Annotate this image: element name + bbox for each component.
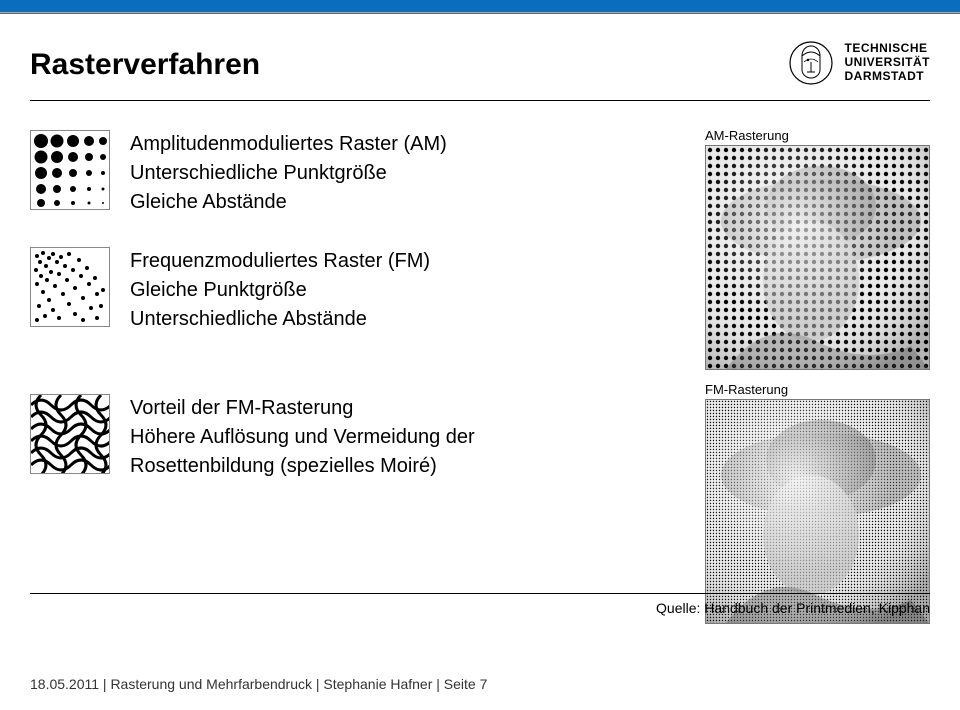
am-line-2: Unterschiedliche Punktgröße [130,159,447,188]
fm-text: Frequenzmoduliertes Raster (FM) Gleiche … [130,247,430,334]
adv-line-3: Rosettenbildung (spezielles Moiré) [130,452,475,481]
am-line-1: Amplitudenmoduliertes Raster (AM) [130,130,447,159]
fm-raster-image [705,399,930,624]
logo-line-3: DARMSTADT [844,70,930,84]
am-text: Amplitudenmoduliertes Raster (AM) Unters… [130,130,447,217]
fm-line-2: Gleiche Punktgröße [130,276,430,305]
fm-line-1: Frequenzmoduliertes Raster (FM) [130,247,430,276]
logo-line-2: UNIVERSITÄT [844,56,930,70]
athena-seal-icon [788,40,834,86]
title-rule [30,100,930,101]
university-logo: TECHNISCHE UNIVERSITÄT DARMSTADT [788,40,930,86]
slide-title: Rasterverfahren [30,48,260,82]
slide-footer: 18.05.2011 | Rasterung und Mehrfarbendru… [30,676,487,692]
adv-line-1: Vorteil der FM-Rasterung [130,394,475,423]
advantage-text: Vorteil der FM-Rasterung Höhere Auflösun… [130,394,475,481]
fm-dots-thumb [30,247,110,327]
source-citation: Quelle: Handbuch der Printmedien, Kippha… [656,600,930,616]
adv-line-2: Höhere Auflösung und Vermeidung der [130,423,475,452]
am-dots-thumb [30,130,110,210]
top-rule [0,12,960,14]
pattern-thumb [30,394,110,474]
fm-line-3: Unterschiedliche Abstände [130,305,430,334]
right-image-column: AM-Rasterung [705,128,930,636]
fm-image-label: FM-Rasterung [705,382,930,397]
am-line-3: Gleiche Abstände [130,188,447,217]
bottom-rule [30,593,930,594]
am-image-label: AM-Rasterung [705,128,930,143]
university-name: TECHNISCHE UNIVERSITÄT DARMSTADT [844,42,930,83]
top-accent-bar [0,0,960,12]
am-raster-image [705,145,930,370]
